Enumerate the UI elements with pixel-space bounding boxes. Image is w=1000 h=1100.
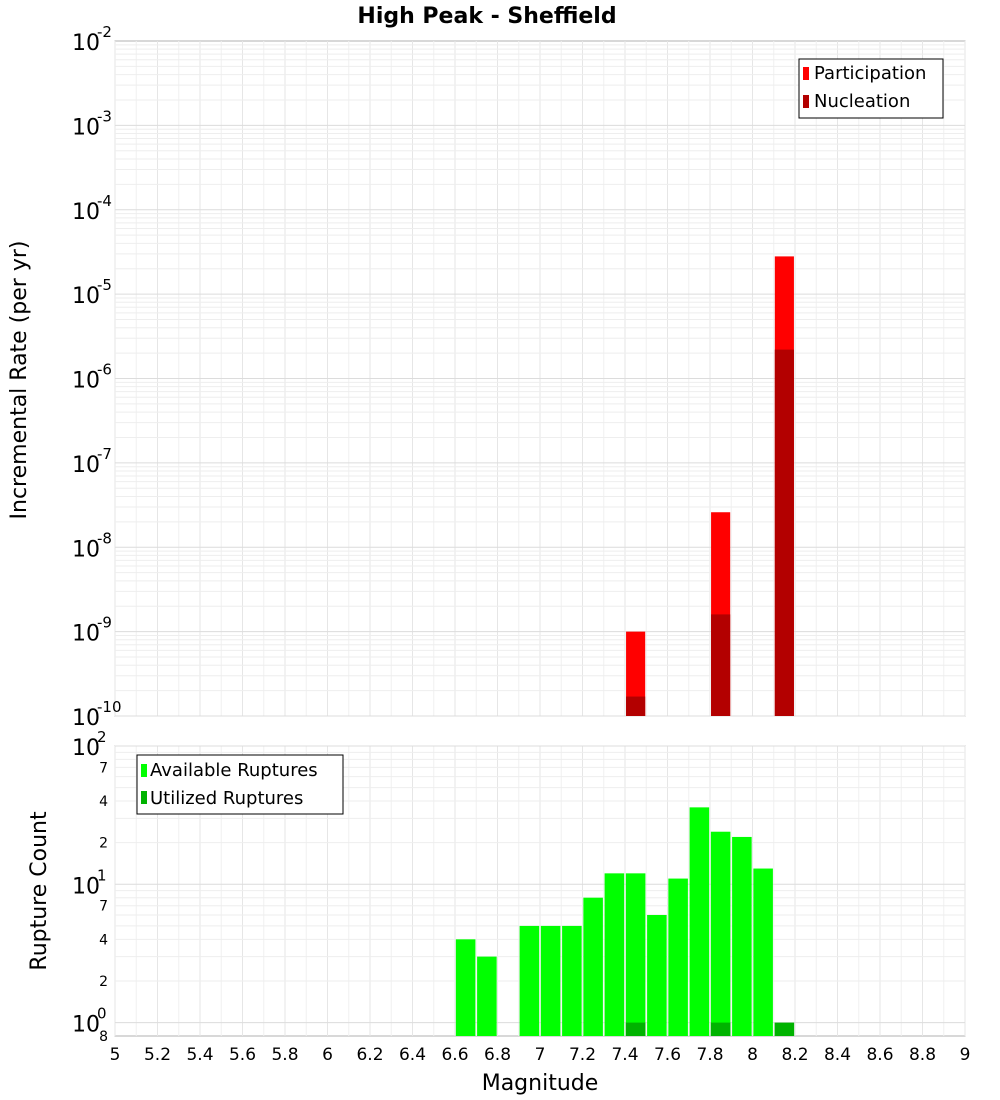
y-minor-tick-label: 7 [99,760,108,776]
y-tick-exponent: -8 [97,529,112,547]
x-axis-label: Magnitude [482,1071,599,1096]
count-y-axis-label: Rupture Count [27,811,52,971]
y-tick-exponent: -6 [97,361,112,379]
x-tick-label: 6.4 [399,1045,426,1065]
y-tick-label: 10 [72,284,100,309]
available-bar [710,831,731,1036]
y-tick-exponent: -7 [97,445,112,463]
x-tick-label: 7.8 [696,1045,723,1065]
available-bar [519,925,540,1036]
x-tick-label: 9 [960,1045,971,1065]
y-tick-label: 10 [72,537,100,562]
legend-label-participation: Participation [814,63,926,84]
nucleation-bar [626,696,646,716]
available-bar [647,914,667,1036]
y-tick-exponent: 2 [97,728,107,746]
x-tick-label: 8.2 [781,1045,808,1065]
x-tick-label: 6.2 [356,1045,383,1065]
chart-title: High Peak - Sheffield [357,4,616,29]
y-tick-label: 10 [72,622,100,647]
x-tick-label: 6.8 [484,1045,511,1065]
utilized-bar [774,1022,795,1036]
y-tick-label: 10 [72,1013,100,1038]
legend-swatch-utilized [141,791,147,804]
y-minor-tick-label: 2 [99,836,108,852]
x-tick-label: 5.8 [271,1045,298,1065]
y-minor-tick-label: 4 [99,932,108,948]
y-tick-label: 10 [72,874,100,899]
available-bar [477,956,497,1036]
y-tick-label: 10 [72,31,100,56]
legend-swatch-nucleation [803,95,809,108]
x-tick-label: 7 [535,1045,546,1065]
x-tick-label: 8 [747,1045,758,1065]
x-tick-label: 8.8 [909,1045,936,1065]
x-tick-label: 7.4 [611,1045,638,1065]
y-tick-label: 10 [72,115,100,140]
y-tick-exponent: -9 [97,614,112,632]
available-bar [562,925,582,1036]
x-tick-label: 6 [322,1045,333,1065]
y-minor-tick-label: 7 [99,899,108,915]
count-legend: Available Ruptures Utilized Ruptures [136,754,344,815]
y-tick-label: 10 [72,453,100,478]
utilized-bar [625,1022,646,1036]
available-bar [583,897,603,1036]
utilized-bar [710,1022,731,1036]
y-minor-tick-label: 2 [99,974,108,990]
x-tick-label: 6.6 [441,1045,468,1065]
y-tick-exponent: 0 [97,1005,107,1023]
y-tick-label: 10 [72,200,100,225]
y-tick-exponent: -5 [97,276,112,294]
x-tick-label: 5.2 [144,1045,171,1065]
available-bar [753,868,773,1036]
legend-swatch-participation [803,67,809,80]
y-tick-exponent: -3 [97,107,112,125]
y-tick-label: 10 [72,706,100,731]
participation-bar [626,631,646,716]
nucleation-bar [711,614,731,716]
available-bar [689,807,710,1036]
legend-swatch-available [141,764,147,777]
x-tick-label: 8.4 [824,1045,851,1065]
y-tick-exponent: -10 [97,698,122,716]
available-bar [668,878,688,1036]
y-tick-exponent: 1 [97,866,107,884]
y-tick-label: 10 [72,736,100,761]
legend-label-available: Available Ruptures [150,760,318,781]
available-bar [604,873,625,1036]
x-tick-label: 8.6 [866,1045,893,1065]
y-minor-tick-label: 4 [99,794,108,810]
y-tick-exponent: -4 [97,192,112,210]
y-minor-tick-label: 8 [99,1029,108,1045]
legend-label-utilized: Utilized Ruptures [150,788,303,809]
legend-label-nucleation: Nucleation [814,91,910,112]
x-tick-label: 7.6 [654,1045,681,1065]
rate-y-axis-label: Incremental Rate (per yr) [7,241,32,520]
rate-legend: Participation Nucleation [798,58,944,119]
x-tick-label: 5.4 [186,1045,213,1065]
available-bar [625,873,646,1036]
available-bar [540,925,561,1036]
x-tick-label: 5 [110,1045,121,1065]
nucleation-bar [774,349,794,716]
available-bar [732,836,752,1036]
y-tick-exponent: -2 [97,23,112,41]
x-tick-label: 7.2 [569,1045,596,1065]
y-tick-label: 10 [72,369,100,394]
x-tick-label: 5.6 [229,1045,256,1065]
available-bar [455,939,476,1036]
